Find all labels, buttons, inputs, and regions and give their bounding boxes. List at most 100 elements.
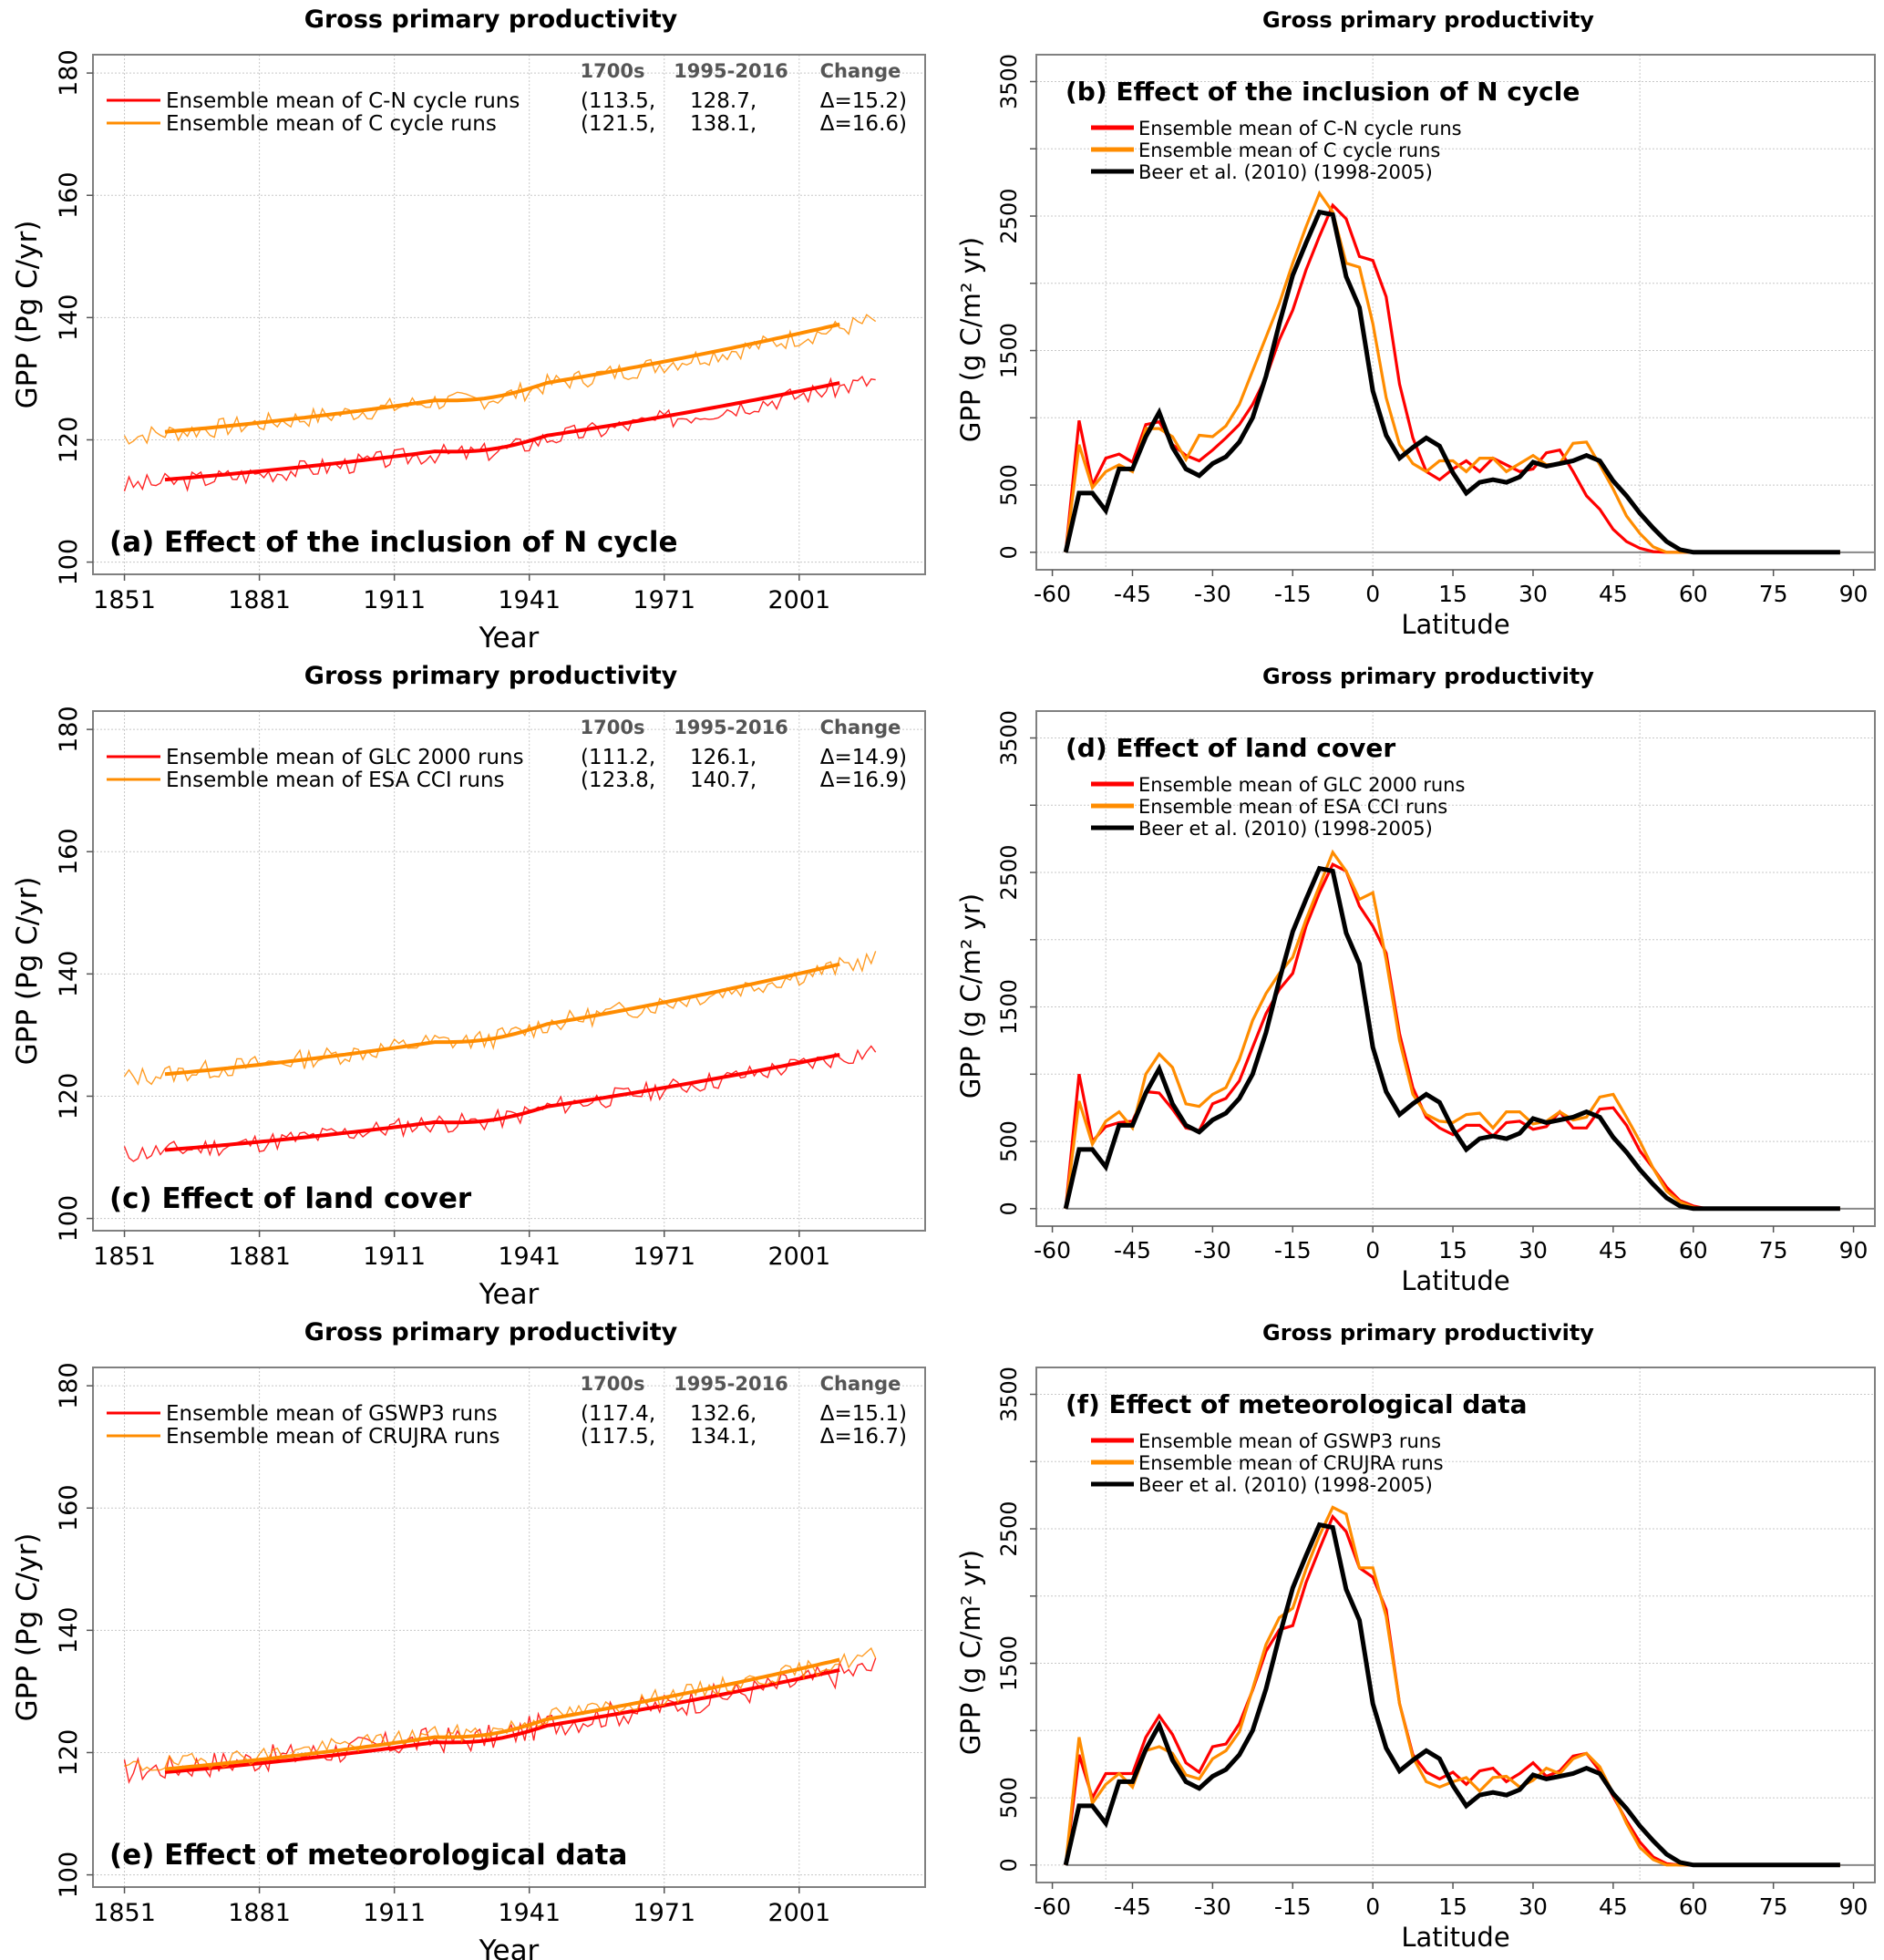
legend-value-change: Δ=16.6) (820, 112, 907, 136)
series-smoothed-line (164, 381, 840, 482)
legend-value-1995-2016: 126.1, (690, 746, 757, 769)
y-tick-label: 1500 (996, 979, 1022, 1035)
x-tick-label: -15 (1274, 1893, 1312, 1920)
x-tick-label: -15 (1274, 1237, 1312, 1264)
chart-title: Gross primary productivity (1262, 7, 1594, 33)
panel-label: (b) Effect of the inclusion of N cycle (1066, 77, 1580, 107)
x-tick-label: 75 (1759, 581, 1788, 607)
y-tick-label: 120 (55, 1729, 83, 1777)
legend-value-1995-2016: 128.7, (690, 89, 757, 113)
y-tick-label: 140 (55, 294, 83, 342)
y-tick-label: 0 (996, 545, 1022, 559)
x-tick-label: 1941 (498, 586, 561, 614)
y-tick-label: 0 (996, 1858, 1022, 1872)
legend-label: Beer et al. (2010) (1998-2005) (1138, 1474, 1433, 1496)
y-tick-label: 2500 (996, 188, 1022, 243)
legend-header-1995-2016: 1995-2016 (674, 1373, 788, 1395)
legend-value-1700s: (121.5, (581, 112, 655, 136)
x-tick-label: 75 (1759, 1893, 1788, 1920)
legend-header-1995-2016: 1995-2016 (674, 60, 788, 82)
plot-frame (1035, 54, 1876, 571)
x-tick-label: 30 (1519, 1893, 1548, 1920)
y-tick-label: 100 (55, 539, 83, 586)
y-tick-label: 500 (996, 1777, 1022, 1819)
x-tick-label: 15 (1438, 581, 1467, 607)
chart-panel-b: Gross primary productivity -60 -45 -30 -15 0 1… (955, 7, 1876, 640)
legend-header-change: Change (820, 1373, 901, 1395)
series-line (1064, 1513, 1840, 1867)
y-tick-label: 140 (55, 951, 83, 998)
panel-label: (f) Effect of meteorological data (1066, 1389, 1528, 1419)
x-tick-label: 60 (1679, 581, 1708, 607)
plot-frame (92, 710, 926, 1232)
series-line (1064, 849, 1840, 1211)
y-tick-label: 3500 (996, 710, 1022, 766)
x-tick-label: 0 (1365, 1893, 1380, 1920)
y-axis-label: GPP (g C/m² yr) (955, 237, 986, 442)
x-tick-label: -30 (1194, 581, 1231, 607)
x-tick-label: 90 (1839, 1237, 1869, 1264)
series-smoothed-line (164, 1052, 840, 1152)
x-tick-label: 1941 (498, 1899, 561, 1927)
x-tick-label: -60 (1034, 1893, 1071, 1920)
legend-header-change: Change (820, 60, 901, 82)
y-tick-label: 3500 (996, 1367, 1022, 1422)
plot-frame (92, 54, 926, 575)
x-axis-label: Latitude (1401, 1922, 1509, 1953)
panel-label: (a) Effect of the inclusion of N cycle (109, 526, 678, 559)
legend-value-1995-2016: 140.7, (690, 769, 757, 792)
series-smoothed-line (164, 1667, 840, 1774)
x-tick-label: 90 (1839, 1893, 1869, 1920)
x-axis-label: Year (479, 622, 540, 655)
chart-panel-a: Gross primary productivity 1851 1881 1911 19… (11, 5, 926, 655)
legend-label: Ensemble mean of CRUJRA runs (1138, 1452, 1444, 1474)
series-line (1064, 1505, 1840, 1867)
y-axis-label: GPP (Pg C/yr) (11, 1533, 44, 1722)
y-tick-label: 1500 (996, 1635, 1022, 1691)
series-line (1063, 209, 1840, 555)
y-tick-label: 120 (55, 1073, 83, 1120)
x-tick-label: 45 (1599, 1893, 1628, 1920)
legend-label: Ensemble mean of GLC 2000 runs (1138, 774, 1465, 796)
x-tick-label: 1881 (228, 586, 291, 614)
y-tick-label: 100 (55, 1195, 83, 1243)
x-tick-label: 1881 (228, 1899, 291, 1927)
legend-value-1995-2016: 138.1, (690, 112, 757, 136)
x-axis-label: Year (479, 1934, 540, 1960)
x-tick-label: -60 (1034, 1237, 1071, 1264)
x-tick-label: 1851 (93, 1899, 156, 1927)
y-tick-label: 160 (55, 828, 83, 875)
x-tick-label: 1851 (93, 586, 156, 614)
chart-panel-e: Gross primary productivity 1851 1881 1911 19… (11, 1318, 926, 1960)
x-tick-label: -45 (1114, 1237, 1151, 1264)
x-tick-label: 2001 (767, 1243, 830, 1271)
legend-label: Beer et al. (2010) (1998-2005) (1138, 161, 1433, 183)
legend-header-1700s: 1700s (581, 60, 645, 82)
series-line (1063, 865, 1840, 1212)
legend-header-1700s: 1700s (581, 1373, 645, 1395)
x-tick-label: 60 (1679, 1237, 1708, 1264)
series-smoothed-line (164, 962, 840, 1077)
y-tick-label: 100 (55, 1852, 83, 1899)
x-tick-label: 1911 (363, 1243, 426, 1271)
legend-label: Ensemble mean of C-N cycle runs (1138, 118, 1462, 139)
legend-label: Ensemble mean of CRUJRA runs (166, 1425, 499, 1449)
y-tick-label: 0 (996, 1202, 1022, 1215)
x-tick-label: -45 (1114, 581, 1151, 607)
series-smoothed-line (164, 1657, 840, 1771)
y-tick-label: 120 (55, 417, 83, 464)
y-tick-label: 2500 (996, 844, 1022, 900)
legend-value-change: Δ=14.9) (820, 746, 907, 769)
x-tick-label: -15 (1274, 581, 1312, 607)
x-axis-label: Year (479, 1278, 540, 1311)
series-smoothed-line (164, 322, 840, 434)
plot-frame (1035, 1367, 1876, 1883)
legend-value-change: Δ=16.9) (820, 769, 907, 792)
x-tick-label: -30 (1194, 1893, 1231, 1920)
y-axis-label: GPP (g C/m² yr) (955, 893, 986, 1099)
series-line (1063, 1522, 1840, 1868)
x-tick-label: 45 (1599, 1237, 1628, 1264)
y-tick-label: 500 (996, 464, 1022, 506)
chart-panel-f: Gross primary productivity -60 -45 -30 -15 0 1… (955, 1320, 1876, 1953)
